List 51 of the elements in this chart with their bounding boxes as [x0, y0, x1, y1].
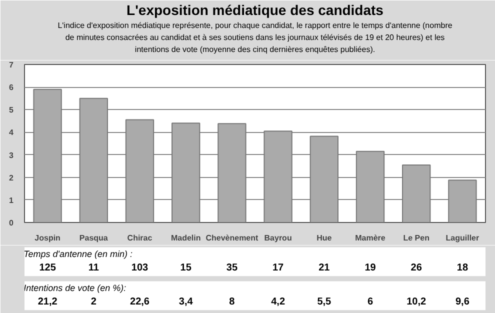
bar: [125, 119, 154, 222]
y-tick-label: 1: [9, 196, 14, 205]
x-tick-label: Laguiller: [446, 234, 480, 242]
text: 6: [367, 296, 374, 308]
x-tick-label: Madelin: [170, 234, 201, 242]
text: 8: [229, 296, 236, 308]
text: 17: [272, 262, 284, 274]
x-tick-label: Le Pen: [403, 234, 430, 242]
text: 18: [456, 262, 468, 274]
text: 103: [131, 262, 149, 274]
bar: [218, 123, 246, 222]
bar: [264, 130, 292, 222]
y-tick-label: 5: [9, 106, 14, 115]
bar: [172, 122, 200, 222]
y-tick-label: 3: [9, 150, 14, 160]
bar: [33, 88, 62, 222]
text: 5,5: [317, 296, 332, 308]
text: Temps d'antenne (en min) :: [24, 249, 134, 259]
y-tick-label: 6: [9, 83, 14, 92]
text: 26: [410, 262, 422, 274]
y-tick-label: 7: [9, 60, 14, 70]
bar: [79, 98, 108, 222]
text: 11: [88, 262, 100, 274]
x-tick-label: Chevènement: [206, 234, 259, 242]
text: 15: [180, 262, 192, 274]
text: 4,2: [271, 296, 286, 308]
y-tick-label: 0: [9, 218, 14, 228]
text: 125: [39, 262, 56, 274]
text: 35: [226, 262, 238, 274]
text: 19: [364, 262, 376, 274]
text: 22,6: [130, 296, 150, 308]
bar: [356, 150, 385, 222]
text: 21,2: [38, 296, 58, 308]
x-tick-label: Hue: [316, 234, 332, 242]
text: 2: [90, 296, 97, 308]
text: 10,2: [406, 296, 427, 308]
x-tick-label: Pasqua: [79, 234, 108, 242]
y-tick-label: 2: [9, 173, 14, 182]
x-tick-label: Mamère: [355, 234, 386, 242]
x-tick-label: Bayrou: [264, 234, 292, 242]
y-tick-label: 4: [9, 128, 14, 138]
x-tick-label: Jospin: [34, 234, 61, 242]
bar: [402, 164, 431, 222]
chart-title: L'exposition médiatique des candidats: [126, 2, 384, 18]
text: 21: [318, 262, 330, 274]
text: 9,6: [456, 296, 470, 308]
bar: [310, 136, 338, 222]
text: 3,4: [178, 296, 194, 308]
chart-subtitle: L'indice d'exposition médiatique représente, pour chaque candidat, le rapport entre le temps d'antenne (nombre de minutes consacrées au candidat et à ses soutiens dans les journaux télévisés de 19 et 20 heures) et les intentions de vote (moyenne des cinq dernières enquêtes publiées).: [58, 21, 453, 54]
x-tick-label: Chirac: [127, 234, 153, 242]
bar: [448, 180, 477, 222]
